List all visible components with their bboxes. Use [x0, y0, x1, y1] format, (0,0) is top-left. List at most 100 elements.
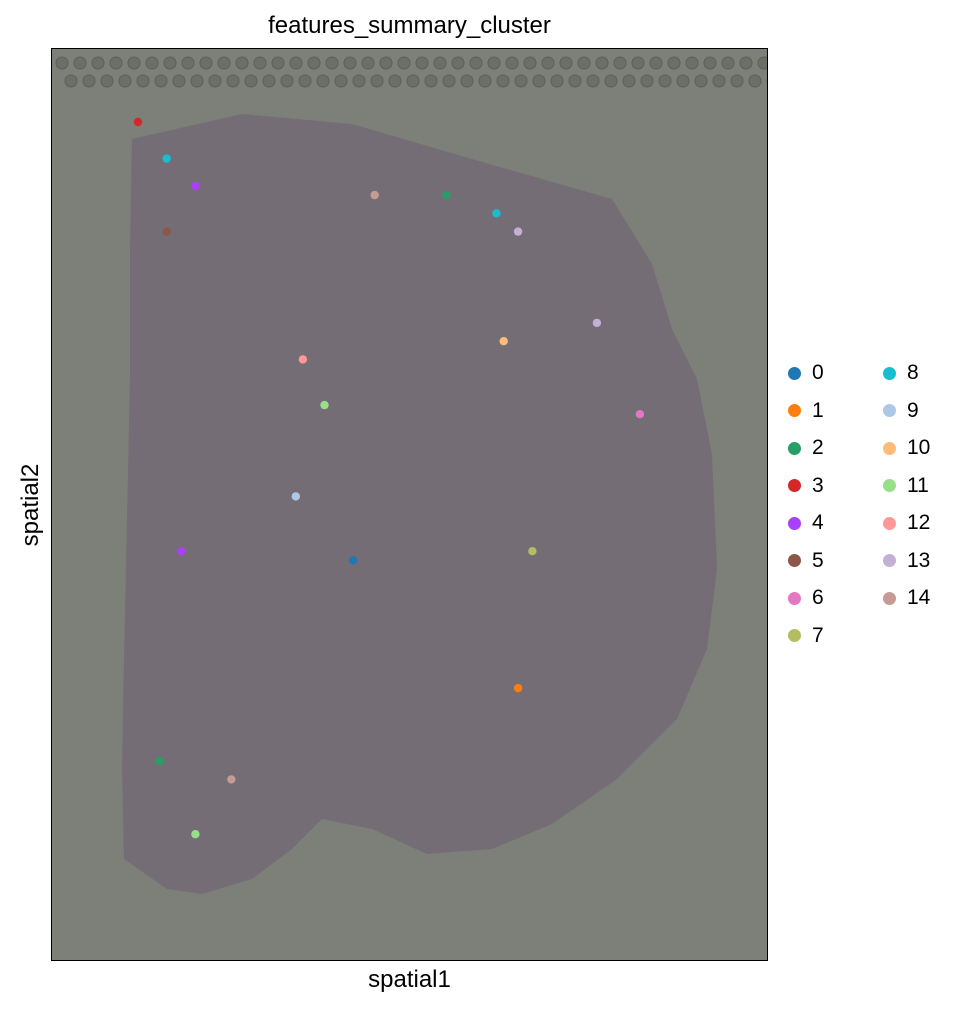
- legend-item-11: 11: [883, 473, 929, 499]
- fiducial-marker: [523, 56, 537, 70]
- fiducial-marker: [154, 74, 168, 88]
- legend-label: 11: [907, 473, 929, 497]
- fiducial-marker: [127, 56, 141, 70]
- spot-cluster-13: [592, 318, 602, 328]
- fiducial-marker: [226, 74, 240, 88]
- fiducial-marker: [262, 74, 276, 88]
- legend-item-14: 14: [883, 585, 930, 611]
- legend-label: 9: [907, 398, 919, 422]
- fiducial-marker: [586, 74, 600, 88]
- legend-label: 3: [812, 473, 824, 497]
- legend-item-0: 0: [788, 360, 824, 386]
- legend-marker: [788, 479, 801, 492]
- legend-item-5: 5: [788, 548, 824, 574]
- fiducial-marker: [235, 56, 249, 70]
- fiducial-marker: [721, 56, 735, 70]
- legend-marker: [883, 366, 896, 380]
- fiducial-marker: [658, 74, 672, 88]
- spot-cluster-3: [133, 117, 143, 127]
- fiducial-marker: [244, 74, 258, 88]
- legend-label: 13: [907, 548, 931, 572]
- spot-cluster-4: [191, 181, 200, 191]
- fiducial-marker: [352, 74, 366, 88]
- legend-marker: [883, 516, 896, 530]
- fiducial-marker: [442, 74, 456, 88]
- spot-cluster-2: [442, 190, 451, 200]
- fiducial-marker: [55, 56, 69, 70]
- fiducial-marker: [766, 78, 767, 84]
- spot-cluster-13: [513, 227, 523, 236]
- fiducial-marker: [334, 74, 348, 88]
- fiducial-marker: [694, 74, 708, 88]
- legend-label: 4: [812, 511, 824, 534]
- spot-cluster-12: [298, 355, 308, 364]
- fiducial-marker: [559, 56, 573, 70]
- fiducial-marker: [370, 74, 384, 88]
- spot-cluster-6: [635, 410, 645, 419]
- spot-cluster-11: [320, 400, 329, 410]
- fiducial-marker: [532, 74, 546, 88]
- x-axis-label: spatial1: [368, 966, 451, 993]
- spatial-scatter-plot: [55, 56, 767, 894]
- legend-label: 14: [907, 586, 931, 609]
- fiducial-marker: [388, 74, 402, 88]
- legend-marker: [883, 591, 896, 605]
- legend-marker: [788, 629, 801, 642]
- spot-cluster-5: [162, 227, 171, 236]
- fiducial-marker: [712, 74, 726, 88]
- fiducial-marker: [478, 74, 492, 88]
- legend-item-10: 10: [883, 435, 930, 461]
- fiducial-marker: [163, 56, 177, 70]
- legend-marker: [788, 516, 801, 530]
- fiducial-marker: [433, 56, 447, 70]
- fiducial-marker: [577, 56, 591, 70]
- fiducial-marker: [253, 56, 267, 70]
- fiducial-marker: [595, 56, 609, 70]
- fiducial-marker: [181, 56, 195, 70]
- y-axis-label: spatial2: [17, 463, 44, 547]
- plot-area: [51, 48, 768, 961]
- fiducial-marker: [730, 74, 744, 88]
- legend-item-6: 6: [788, 585, 824, 611]
- legend-marker: [788, 591, 801, 605]
- fiducial-marker: [397, 56, 411, 70]
- fiducial-marker: [460, 74, 474, 88]
- legend-label: 8: [907, 361, 919, 384]
- legend-item-13: 13: [883, 548, 930, 574]
- fiducial-marker: [109, 56, 123, 70]
- legend-item-9: 9: [883, 398, 919, 424]
- legend-label: 10: [907, 436, 931, 459]
- spot-cluster-0: [348, 556, 358, 565]
- fiducial-marker: [172, 74, 186, 88]
- fiducial-marker: [649, 56, 663, 70]
- spot-cluster-9: [291, 492, 300, 501]
- legend-marker: [788, 366, 801, 380]
- fiducial-marker: [505, 56, 519, 70]
- fiducial-marker: [316, 74, 330, 88]
- fiducial-marker: [406, 74, 420, 88]
- legend-marker: [883, 404, 896, 417]
- legend-label: 5: [812, 548, 824, 572]
- fiducial-marker: [622, 74, 636, 88]
- fiducial-marker: [199, 56, 213, 70]
- fiducial-marker: [145, 56, 159, 70]
- fiducial-marker: [91, 56, 105, 70]
- spot-cluster-4: [176, 547, 186, 556]
- fiducial-marker: [136, 74, 150, 88]
- fiducial-marker: [550, 74, 564, 88]
- fiducial-marker: [568, 74, 582, 88]
- legend-item-7: 7: [788, 623, 824, 649]
- legend-item-4: 4: [788, 510, 824, 536]
- legend-item-3: 3: [788, 473, 824, 499]
- fiducial-marker: [487, 56, 501, 70]
- fiducial-marker: [757, 56, 767, 70]
- fiducial-marker: [208, 74, 222, 88]
- legend-label: 1: [812, 398, 824, 422]
- fiducial-marker: [73, 56, 87, 70]
- fiducial-marker: [64, 74, 78, 88]
- legend-label: 6: [812, 586, 824, 609]
- spot-cluster-8: [492, 209, 501, 218]
- legend: 0 1 2 3 4 5 6 7 8 9 10 11 12 13 14: [788, 360, 958, 660]
- fiducial-marker: [676, 74, 690, 88]
- fiducial-marker: [604, 74, 618, 88]
